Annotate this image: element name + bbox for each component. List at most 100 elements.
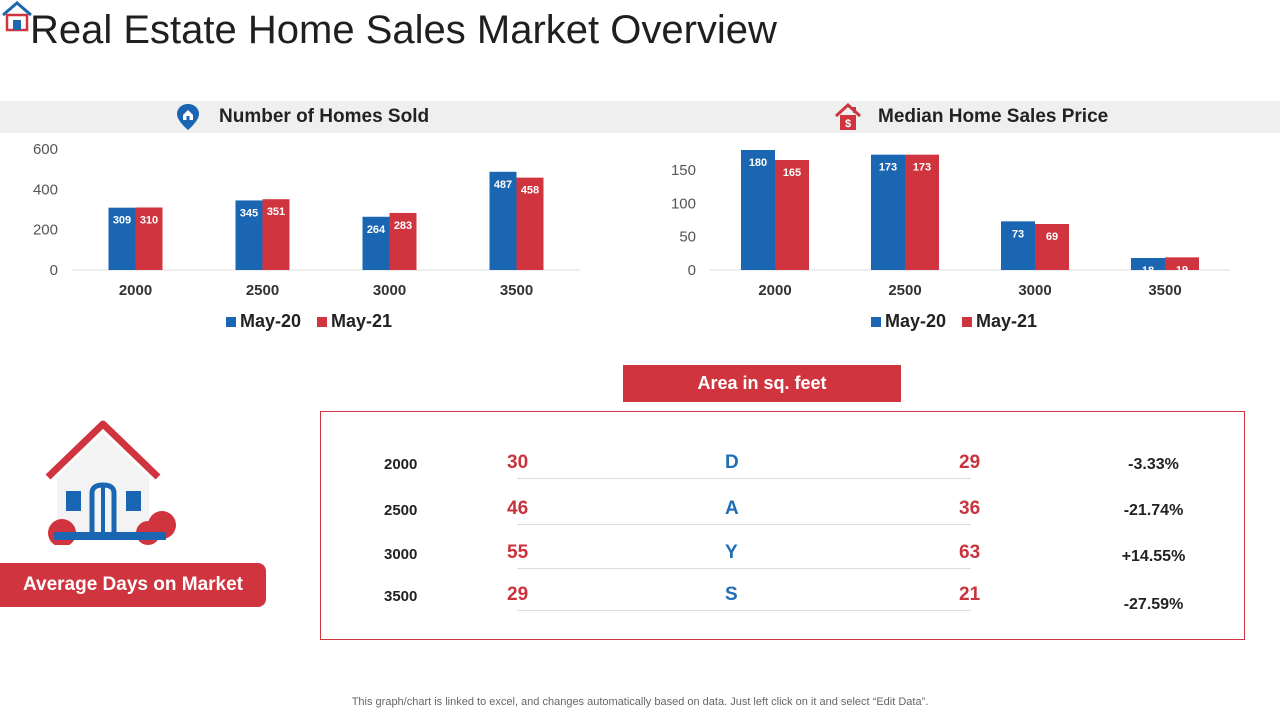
data-label: 283 <box>394 220 412 232</box>
median-price-legend: May-20 May-21 <box>871 311 1053 332</box>
y-tick-label: 600 <box>33 141 58 158</box>
x-tick-label: 2000 <box>119 282 152 299</box>
homes-sold-legend: May-20 May-21 <box>226 311 408 332</box>
area-header-banner: Area in sq. feet <box>623 365 901 402</box>
days-letter: Y <box>725 542 738 563</box>
data-label: 69 <box>1046 231 1058 243</box>
area-value: 2000 <box>384 456 418 473</box>
may20-days: 46 <box>507 498 529 519</box>
legend-swatch <box>317 316 328 327</box>
data-label: 264 <box>367 224 386 236</box>
row-divider <box>517 568 971 569</box>
bar-may-21 <box>516 177 544 270</box>
x-tick-label: 2500 <box>246 282 279 299</box>
legend-label: May-21 <box>976 311 1038 331</box>
legend-swatch <box>226 316 236 327</box>
legend-swatch <box>962 316 973 327</box>
row-divider <box>517 478 971 479</box>
bar-may-21 <box>1165 257 1199 270</box>
bar-may-20 <box>235 200 263 270</box>
legend-item-may20: May-20 <box>226 311 301 332</box>
legend-swatch <box>871 316 881 327</box>
data-label: 180 <box>749 157 767 169</box>
bar-may-20 <box>871 154 905 270</box>
page-title: Real Estate Home Sales Market Overview <box>30 8 777 52</box>
data-label: 19 <box>1176 264 1188 276</box>
x-tick-label: 2500 <box>888 282 921 299</box>
area-value: 3500 <box>384 588 418 605</box>
may20-days: 30 <box>507 452 529 473</box>
may20-days: 55 <box>507 542 529 563</box>
bar-may-21 <box>389 212 417 270</box>
average-days-label: Average Days on Market <box>0 563 266 607</box>
svg-text:$: $ <box>845 118 851 130</box>
house-logo-icon <box>0 0 34 34</box>
table-row: 3500 29 S 21 -27.59% <box>321 582 1246 613</box>
change-percent: +14.55% <box>1121 548 1186 565</box>
y-tick-label: 0 <box>688 262 696 279</box>
legend-item-may21: May-21 <box>962 311 1037 332</box>
bar-may-21 <box>135 207 163 270</box>
bar-may-21 <box>775 160 809 270</box>
legend-label: May-21 <box>331 311 393 331</box>
days-on-market-table: 2000 30 D 29 -3.33% 2500 46 A 36 -21.74%… <box>320 411 1245 640</box>
bar-may-20 <box>1001 221 1035 270</box>
data-label: 173 <box>913 162 931 174</box>
house-icon <box>45 420 176 545</box>
data-label: 345 <box>240 207 258 219</box>
change-percent: -21.74% <box>1123 502 1184 519</box>
bar-may-20 <box>741 150 775 270</box>
table-row: 3000 55 Y 63 +14.55% <box>321 540 1246 570</box>
data-label: 310 <box>140 214 158 226</box>
x-tick-label: 3500 <box>500 282 533 299</box>
x-tick-label: 3000 <box>1018 282 1051 299</box>
data-label: 18 <box>1142 265 1154 277</box>
location-pin-icon <box>177 104 199 130</box>
table-row: 2000 30 D 29 -3.33% <box>321 450 1246 480</box>
bar-may-20 <box>362 216 390 270</box>
y-tick-label: 50 <box>679 229 696 246</box>
table-row: 2500 46 A 36 -21.74% <box>321 496 1246 526</box>
legend-label: May-20 <box>240 311 302 331</box>
y-tick-label: 150 <box>671 162 696 179</box>
data-label: 487 <box>494 179 512 191</box>
bar-may-21 <box>262 199 290 270</box>
median-price-chart: 0 50 100 150 2000 180 165 2500 173 173 3000 73 69 350… <box>671 150 1230 299</box>
row-divider <box>517 524 971 525</box>
legend-item-may21: May-21 <box>317 311 392 332</box>
y-tick-label: 400 <box>33 181 58 198</box>
homes-sold-chart: 0 200 400 600 2000 309 310 2500 345 351 3000 264 283… <box>33 141 580 299</box>
y-tick-label: 0 <box>50 262 58 279</box>
y-tick-label: 200 <box>33 222 58 239</box>
footnote: This graph/chart is linked to excel, and… <box>351 696 929 708</box>
data-label: 351 <box>267 206 285 218</box>
change-percent: -27.59% <box>1123 596 1184 613</box>
data-label: 73 <box>1012 228 1024 240</box>
bar-may-20 <box>489 171 517 270</box>
section-header-band <box>0 101 1280 133</box>
may20-days: 29 <box>507 584 529 605</box>
may21-days: 29 <box>959 452 981 473</box>
days-letter: D <box>725 452 739 473</box>
change-percent: -3.33% <box>1128 456 1179 473</box>
area-value: 2500 <box>384 502 418 519</box>
row-divider <box>517 610 971 611</box>
may21-days: 36 <box>959 498 981 519</box>
may21-days: 63 <box>959 542 981 563</box>
area-value: 3000 <box>384 546 418 563</box>
may21-days: 21 <box>959 584 981 605</box>
bar-may-21 <box>1035 224 1069 270</box>
data-label: 173 <box>879 162 897 174</box>
data-label: 309 <box>113 215 131 227</box>
y-tick-label: 100 <box>671 195 696 212</box>
x-tick-label: 2000 <box>758 282 791 299</box>
bar-may-21 <box>905 154 939 270</box>
median-price-title: Median Home Sales Price <box>878 106 1109 127</box>
homes-sold-title: Number of Homes Sold <box>219 106 430 127</box>
data-label: 458 <box>521 185 539 197</box>
data-label: 165 <box>783 167 801 179</box>
x-tick-label: 3000 <box>373 282 406 299</box>
legend-label: May-20 <box>885 311 947 331</box>
days-letter: S <box>725 584 738 605</box>
bar-may-20 <box>1131 258 1165 270</box>
